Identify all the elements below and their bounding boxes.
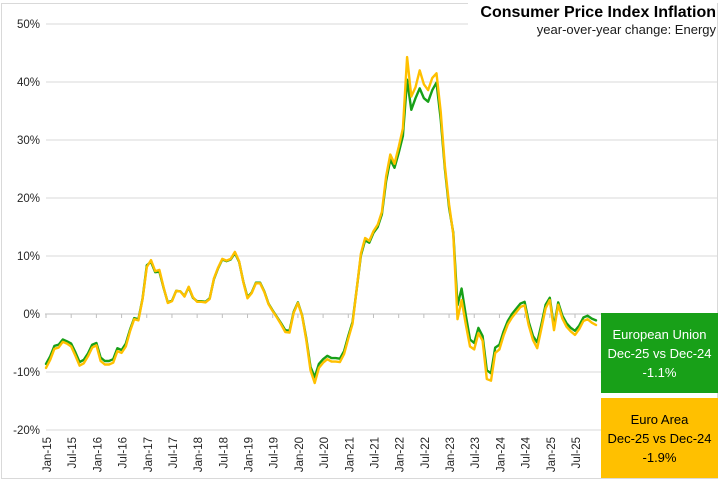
x-tick-label: Jan-24 (495, 436, 507, 472)
y-tick-label: -10% (13, 367, 40, 379)
y-tick-label: 50% (17, 19, 40, 31)
x-tick-label: Jul-16 (118, 437, 130, 468)
legend-ea-value: -1.9% (642, 449, 677, 465)
y-tick-label: 30% (17, 135, 40, 147)
y-tick-label: 0% (23, 309, 40, 321)
x-tick-label: Jul-22 (420, 437, 432, 468)
x-tick-label: Jan-16 (92, 437, 104, 472)
legend-ea-name: Euro Area (630, 411, 689, 427)
y-tick-label: 40% (17, 77, 40, 89)
legend-eu-value: -1.1% (642, 364, 677, 380)
x-tick-label: Jul-21 (369, 437, 381, 468)
x-tick-label: Jan-21 (344, 437, 356, 472)
x-tick-label: Jan-20 (294, 437, 306, 472)
x-tick-label: Jan-17 (143, 437, 155, 472)
x-tick-label: Jul-19 (269, 437, 281, 468)
x-tick-label: Jan-22 (395, 437, 407, 472)
legend-eu-name: European Union (612, 326, 707, 342)
y-tick-label: 20% (17, 193, 40, 205)
x-tick-label: Jul-15 (67, 437, 79, 468)
y-tick-label: -20% (13, 425, 40, 437)
euro-area-line (44, 55, 598, 385)
x-tick-label: Jan-19 (244, 437, 256, 472)
legend-ea-comparison: Dec-25 vs Dec-24 (607, 430, 712, 446)
x-tick-label: Jul-25 (571, 437, 583, 468)
x-tick-label: Jan-15 (42, 437, 54, 472)
x-tick-label: Jan-25 (546, 437, 558, 472)
x-tick-label: Jan-18 (193, 437, 205, 472)
title-block: Consumer Price Index Inflation year-over… (468, 2, 717, 39)
x-tick-label: Jul-18 (218, 437, 230, 468)
x-tick-label: Jan-23 (445, 437, 457, 472)
legend-european-union: European Union Dec-25 vs Dec-24 -1.1% (601, 313, 718, 393)
legend-eu-comparison: Dec-25 vs Dec-24 (607, 345, 712, 361)
x-tick-label: Jul-20 (319, 437, 331, 468)
x-tick-label: Jul-23 (470, 437, 482, 468)
legend-euro-area: Euro Area Dec-25 vs Dec-24 -1.9% (601, 398, 718, 478)
x-tick-label: Jul-17 (168, 437, 180, 468)
chart-title: Consumer Price Index Inflation (480, 4, 716, 21)
y-tick-label: 10% (17, 251, 40, 263)
x-tick-label: Jul-24 (521, 436, 533, 468)
chart-subtitle: year-over-year change: Energy (536, 22, 716, 37)
